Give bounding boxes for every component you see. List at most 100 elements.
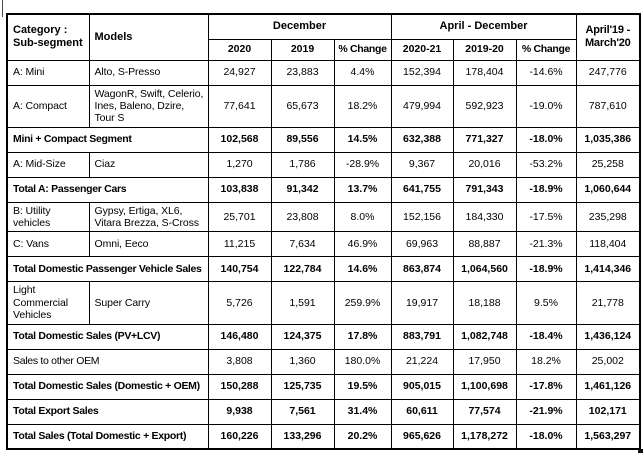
cell-value: -21.9% — [515, 398, 577, 425]
cell-value: 965,626 — [390, 423, 454, 450]
cell-value: 21,224 — [390, 348, 454, 375]
cell-value: 1,060,644 — [575, 176, 641, 203]
cell-row-label: Total Domestic Passenger Vehicle Sales — [6, 256, 209, 283]
cell-value: 60,611 — [390, 398, 454, 425]
cell-value: 14.5% — [333, 126, 392, 153]
cell-value: 150,288 — [207, 373, 272, 400]
cell-value: 13.7% — [333, 176, 392, 203]
cell-value: 180.0% — [333, 348, 392, 375]
left-edge-artifact — [2, 0, 3, 17]
col-header-apr-2019-20: 2019-20 — [452, 38, 517, 61]
cell-value: 1,563,297 — [575, 423, 641, 450]
cell-value: -19.0% — [515, 84, 577, 128]
cell-value: 133,296 — [270, 423, 335, 450]
cell-row-label: Total A: Passenger Cars — [6, 176, 209, 203]
cell-value: 1,082,748 — [452, 323, 517, 350]
cell-value: 247,776 — [575, 59, 641, 86]
cell-value: 19,917 — [390, 281, 454, 325]
cell-row-label: Total Sales (Total Domestic + Export) — [6, 423, 209, 450]
cell-value: 8.0% — [333, 201, 392, 233]
cell-value: 21,778 — [575, 281, 641, 325]
cell-value: 140,754 — [207, 256, 272, 283]
cell-value: -53.2% — [515, 151, 577, 178]
cell-value: 91,342 — [270, 176, 335, 203]
cell-value: -18.0% — [515, 423, 577, 450]
cell-models: Gypsy, Ertiga, XL6, Vitara Brezza, S-Cro… — [88, 201, 209, 233]
cell-value: 259.9% — [333, 281, 392, 325]
cell-value: 102,171 — [575, 398, 641, 425]
table-row: Total Export Sales 9,938 7,561 31.4% 60,611 7… — [6, 398, 641, 425]
cell-value: 771,327 — [452, 126, 517, 153]
cell-value: 122,784 — [270, 256, 335, 283]
cell-value: 1,414,346 — [575, 256, 641, 283]
cell-value: -18.0% — [515, 126, 577, 153]
cell-value: 9,367 — [390, 151, 454, 178]
cell-value: 1,786 — [270, 151, 335, 178]
cell-value: 235,298 — [575, 201, 641, 233]
cell-value: -17.5% — [515, 201, 577, 233]
cell-row-label: Mini + Compact Segment — [6, 126, 209, 153]
cell-value: 77,641 — [207, 84, 272, 128]
sales-table-container: Category : Sub-segment Models December A… — [6, 13, 644, 453]
table-row: Sales to other OEM 3,808 1,360 180.0% 21,224… — [6, 348, 641, 375]
cell-models: Alto, S-Presso — [88, 59, 209, 86]
cell-value: 24,927 — [207, 59, 272, 86]
cell-category: B: Utility vehicles — [6, 201, 90, 233]
col-header-apr-2020-21: 2020-21 — [390, 38, 454, 61]
cell-value: 17,950 — [452, 348, 517, 375]
cell-models: Super Carry — [88, 281, 209, 325]
cell-value: 791,343 — [452, 176, 517, 203]
cell-value: 5,726 — [207, 281, 272, 325]
col-header-fiscal-year: April'19 - March'20 — [575, 13, 641, 61]
cell-value: 9.5% — [515, 281, 577, 325]
table-row: Total Domestic Sales (PV+LCV) 146,480 124,… — [6, 323, 641, 350]
table-row: Total Domestic Sales (Domestic + OEM) 150… — [6, 373, 641, 400]
cell-value: 9,938 — [207, 398, 272, 425]
cell-value: 1,064,560 — [452, 256, 517, 283]
cell-value: 883,791 — [390, 323, 454, 350]
cell-row-label: Total Domestic Sales (PV+LCV) — [6, 323, 209, 350]
cell-value: 1,178,272 — [452, 423, 517, 450]
col-header-apr-pct-change: % Change — [515, 38, 577, 61]
cell-category: A: Mid-Size — [6, 151, 90, 178]
table-header: Category : Sub-segment Models December A… — [6, 13, 641, 61]
cell-value: 102,568 — [207, 126, 272, 153]
cell-value: 863,874 — [390, 256, 454, 283]
cell-value: 20,016 — [452, 151, 517, 178]
header-group-row: Category : Sub-segment Models December A… — [6, 13, 641, 61]
cell-value: 3,808 — [207, 348, 272, 375]
cell-value: 1,360 — [270, 348, 335, 375]
cell-value: 46.9% — [333, 231, 392, 258]
cell-value: 14.6% — [333, 256, 392, 283]
cell-row-label: Total Export Sales — [6, 398, 209, 425]
cell-value: 160,226 — [207, 423, 272, 450]
cell-value: 25,701 — [207, 201, 272, 233]
cell-value: 184,330 — [452, 201, 517, 233]
cell-value: -14.6% — [515, 59, 577, 86]
cell-value: 1,436,124 — [575, 323, 641, 350]
cell-value: 18,188 — [452, 281, 517, 325]
cell-value: 1,270 — [207, 151, 272, 178]
cell-value: 118,404 — [575, 231, 641, 258]
vehicle-sales-table: Category : Sub-segment Models December A… — [6, 13, 642, 450]
cell-category: A: Mini — [6, 59, 90, 86]
cell-value: -18.9% — [515, 256, 577, 283]
cell-value: 1,035,386 — [575, 126, 641, 153]
cell-models: WagonR, Swift, Celerio, Ines, Baleno, Dz… — [88, 84, 209, 128]
cell-value: 18.2% — [333, 84, 392, 128]
table-row: Light Commercial Vehicles Super Carry 5,72… — [6, 281, 641, 325]
table-row: Mini + Compact Segment 102,568 89,556 14.5%… — [6, 126, 641, 153]
cell-value: -18.9% — [515, 176, 577, 203]
cell-row-label: Total Domestic Sales (Domestic + OEM) — [6, 373, 209, 400]
cell-value: 89,556 — [270, 126, 335, 153]
cell-value: 88,887 — [452, 231, 517, 258]
cell-value: 787,610 — [575, 84, 641, 128]
cell-row-label: Sales to other OEM — [6, 348, 209, 375]
col-group-december: December — [207, 13, 392, 40]
table-row: A: Mini Alto, S-Presso 24,927 23,883 4.4% 152… — [6, 59, 641, 86]
cell-value: 146,480 — [207, 323, 272, 350]
cell-value: 17.8% — [333, 323, 392, 350]
cell-value: 152,394 — [390, 59, 454, 86]
table-corner-artifact — [638, 449, 644, 453]
